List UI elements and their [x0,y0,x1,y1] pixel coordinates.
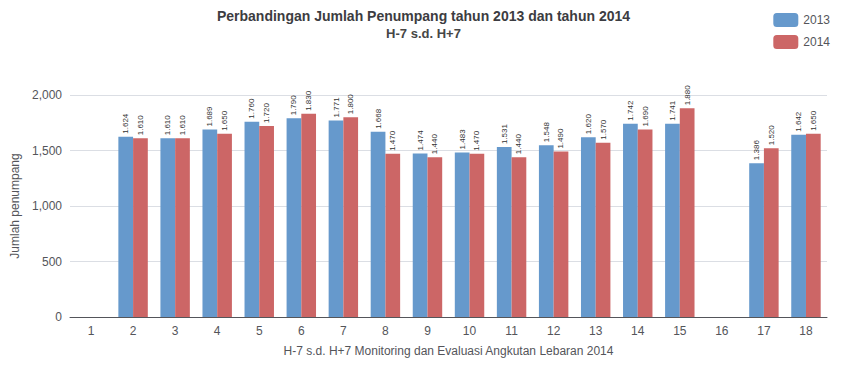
svg-text:1.440: 1.440 [514,134,523,155]
svg-text:1.620: 1.620 [584,114,593,135]
svg-text:10: 10 [463,324,477,338]
svg-text:2014: 2014 [803,35,830,49]
svg-text:Perbandingan Jumlah Penumpang: Perbandingan Jumlah Penumpang tahun 2013… [217,8,630,24]
svg-text:4: 4 [214,324,221,338]
svg-text:1.483: 1.483 [458,129,467,150]
svg-text:14: 14 [631,324,645,338]
svg-text:1.386: 1.386 [752,140,761,161]
svg-text:1.440: 1.440 [430,134,439,155]
svg-text:1.624: 1.624 [121,113,130,134]
svg-text:11: 11 [505,324,518,338]
svg-text:1.720: 1.720 [262,103,271,124]
svg-text:1.650: 1.650 [220,110,229,131]
svg-text:1.470: 1.470 [472,130,481,151]
svg-text:2,000: 2,000 [32,88,62,102]
svg-text:1,500: 1,500 [32,144,62,158]
svg-text:17: 17 [757,324,771,338]
svg-text:1.470: 1.470 [388,130,397,151]
svg-text:16: 16 [715,324,729,338]
svg-text:1.741: 1.741 [668,100,677,121]
svg-text:0: 0 [55,310,62,324]
svg-text:2013: 2013 [803,13,830,27]
svg-text:1.689: 1.689 [205,106,214,127]
svg-text:18: 18 [799,324,813,338]
svg-text:1.650: 1.650 [809,110,818,131]
svg-text:1.790: 1.790 [289,95,298,116]
svg-text:1.474: 1.474 [416,130,425,151]
svg-text:12: 12 [547,324,561,338]
svg-text:13: 13 [589,324,603,338]
svg-text:1.690: 1.690 [641,106,650,127]
svg-text:Jumlah penumpang: Jumlah penumpang [8,153,22,258]
svg-text:1: 1 [88,324,95,338]
svg-text:9: 9 [424,324,431,338]
svg-text:1.610: 1.610 [136,115,145,136]
svg-text:1.610: 1.610 [178,115,187,136]
svg-text:1.642: 1.642 [794,111,803,132]
svg-text:1.490: 1.490 [556,128,565,149]
svg-text:1,000: 1,000 [32,199,62,213]
svg-text:1.800: 1.800 [346,94,355,115]
svg-text:7: 7 [340,324,347,338]
svg-text:6: 6 [298,324,305,338]
svg-text:1.760: 1.760 [247,98,256,119]
svg-text:1.531: 1.531 [500,123,509,144]
svg-text:1.548: 1.548 [542,122,551,143]
svg-text:1.880: 1.880 [683,85,692,106]
svg-text:15: 15 [673,324,687,338]
svg-text:500: 500 [42,255,62,269]
svg-text:2: 2 [130,324,137,338]
svg-text:1.771: 1.771 [332,97,341,118]
svg-text:H-7 s.d. H+7 Monitoring dan Ev: H-7 s.d. H+7 Monitoring dan Evaluasi Ang… [284,344,614,358]
svg-text:1.610: 1.610 [163,115,172,136]
svg-text:8: 8 [382,324,389,338]
svg-text:3: 3 [172,324,179,338]
svg-text:1.742: 1.742 [626,100,635,121]
svg-text:5: 5 [256,324,263,338]
svg-text:H-7 s.d. H+7: H-7 s.d. H+7 [386,26,461,41]
svg-text:1.520: 1.520 [767,125,776,146]
svg-text:1.830: 1.830 [304,90,313,111]
svg-text:1.570: 1.570 [599,119,608,140]
svg-text:1.668: 1.668 [374,108,383,129]
